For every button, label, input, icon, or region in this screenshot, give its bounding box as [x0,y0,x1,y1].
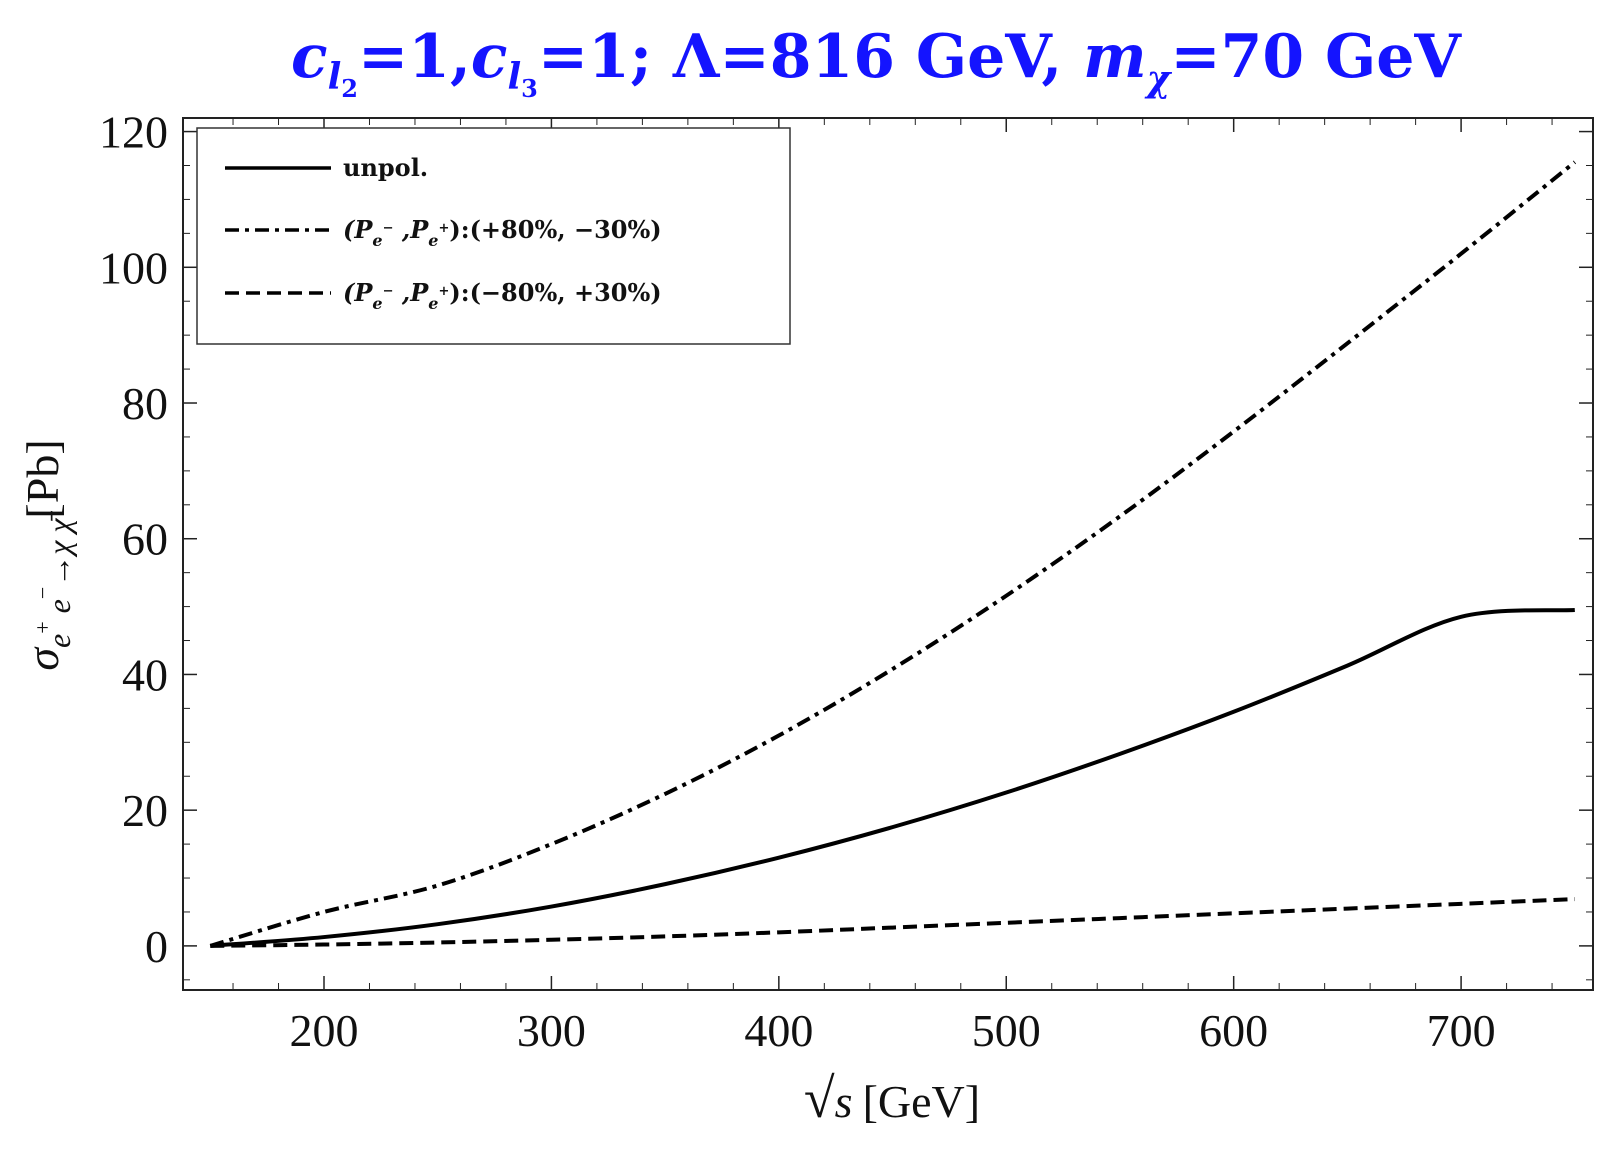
y-tick-label: 20 [122,785,168,836]
series-minus80 [210,897,1575,948]
y-tick-label: 40 [122,649,168,700]
y-tick-label: 100 [99,242,168,293]
x-tick-label: 600 [1199,1005,1268,1056]
series-plus80 [209,160,1577,948]
x-tick-label: 700 [1427,1005,1496,1056]
x-tick-label: 400 [744,1005,813,1056]
y-axis-title: σe+ e−→χ χ̄[Pb] [17,439,77,670]
x-tick-label: 300 [517,1005,586,1056]
series-layer [209,160,1577,948]
legend: unpol. (Pe− ,Pe+):(+80%, −30%) (Pe− ,Pe+… [196,127,791,345]
series-unpol [210,607,1575,948]
legend-box [196,127,791,345]
y-tick-label: 80 [122,378,168,429]
ticks-layer: 200 300 400 500 600 700 0 20 40 60 80 100 120 [99,107,1593,1056]
x-axis-title: √s [GeV] [804,1068,980,1130]
legend-label-minus80: (Pe− ,Pe+):(−80%, +30%) [343,278,662,313]
legend-label-plus80: (Pe− ,Pe+):(+80%, −30%) [343,215,662,250]
y-tick-label: 60 [122,514,168,565]
x-tick-label: 500 [972,1005,1041,1056]
chart-title: cl2=1,cl3=1; Λ=816 GeV, mχ=70 GeV [291,22,1462,103]
legend-label-unpol: unpol. [343,153,428,182]
y-tick-label: 120 [99,107,168,158]
x-tick-label: 200 [290,1005,359,1056]
y-tick-label: 0 [145,921,168,972]
plot-frame [182,117,1594,991]
